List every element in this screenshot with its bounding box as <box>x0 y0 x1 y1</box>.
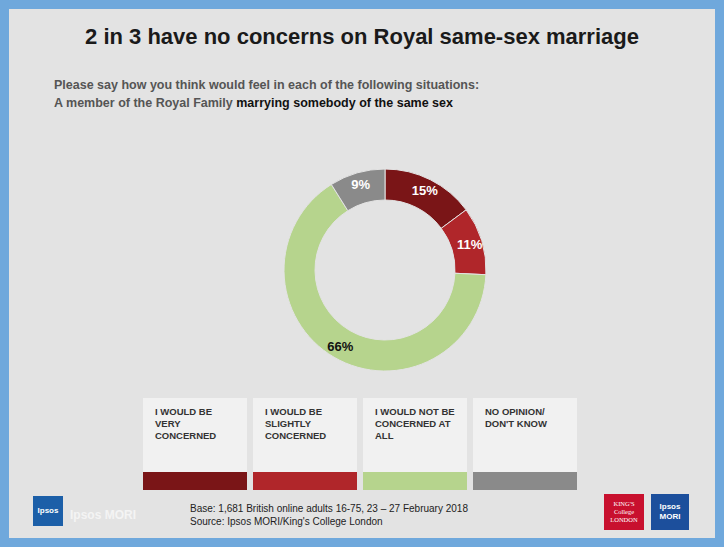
svg-text:11%: 11% <box>457 237 483 252</box>
svg-text:9%: 9% <box>351 177 370 192</box>
html-text:NO OPINION/ DON'T KNOW: NO OPINION/ DON'T KNOW <box>485 406 547 429</box>
html-text:KING'S College LONDON: KING'S College LONDON <box>610 500 638 523</box>
html-text:I WOULD BE VERY CONCERNED: I WOULD BE VERY CONCERNED <box>155 406 217 441</box>
html-text:Ipsos MORI: Ipsos MORI <box>659 502 681 521</box>
svg-text:15%: 15% <box>412 183 438 198</box>
html-text:I WOULD BE SLIGHTLY CONCERNED: I WOULD BE SLIGHTLY CONCERNED <box>265 406 327 441</box>
html-text:A member of the Royal Family m: A member of the Royal Family marrying so… <box>54 96 453 110</box>
html-text:2 in 3 have no concerns on Roy: 2 in 3 have no concerns on Royal same-se… <box>85 24 639 49</box>
html-text:Source: Ipsos MORI/King's Coll: Source: Ipsos MORI/King's College London <box>190 516 383 527</box>
html-text:Base: 1,681 British online adu: Base: 1,681 British online adults 16-75,… <box>190 503 468 514</box>
svg-text:66%: 66% <box>327 339 353 354</box>
html-text:Ipsos: Ipsos <box>37 506 59 515</box>
html-text:Ipsos MORI: Ipsos MORI <box>70 508 136 522</box>
html-text:I WOULD NOT BE CONCERNED AT AL: I WOULD NOT BE CONCERNED AT ALL <box>375 406 455 441</box>
html-text:Please say how you think would: Please say how you think would feel in e… <box>54 78 480 92</box>
